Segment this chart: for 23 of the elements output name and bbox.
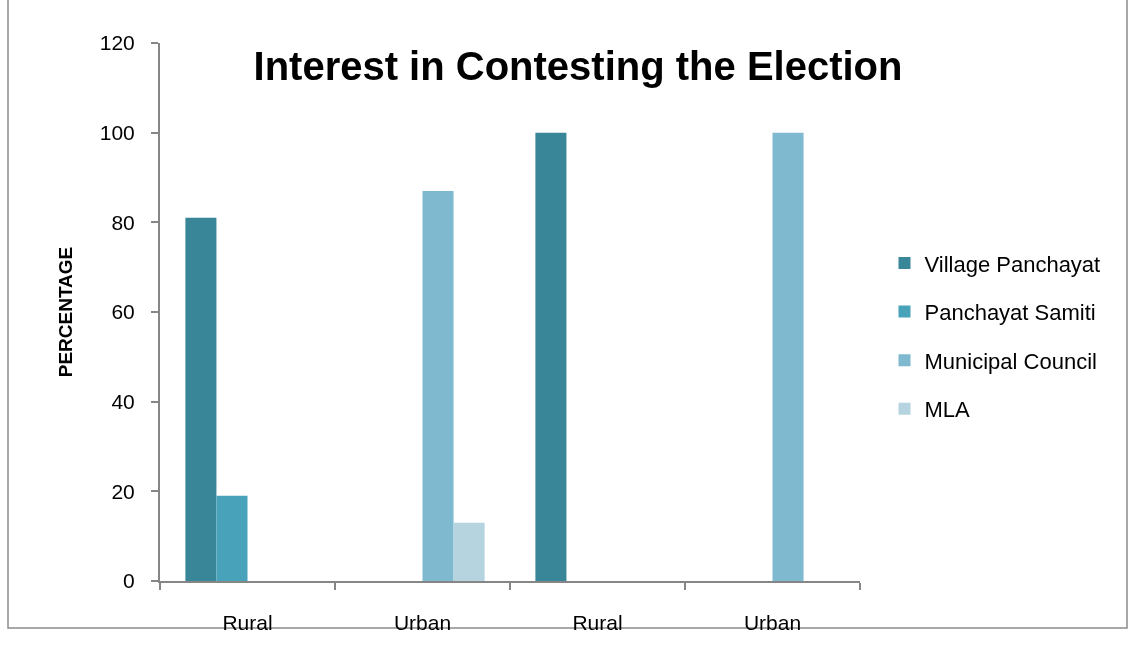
bar: [185, 217, 217, 581]
bar: [453, 522, 485, 581]
x-tick-label: Rural: [572, 611, 623, 635]
bar: [422, 190, 454, 581]
y-tick-label: 120: [99, 31, 135, 55]
x-tick-label: Rural: [222, 611, 273, 635]
y-tick-label: 0: [123, 569, 135, 593]
chart-title: Interest in Contesting the Election: [253, 44, 903, 88]
bar: [772, 132, 804, 581]
bar: [535, 132, 567, 581]
y-axis-title: PERCENTAGE: [55, 246, 77, 378]
bar: [216, 495, 248, 581]
y-tick-label: 80: [111, 210, 135, 234]
legend-label: Village Panchayat: [924, 251, 1101, 277]
y-tick-label: 60: [111, 300, 135, 324]
x-tick-label: Urban: [743, 611, 802, 635]
y-tick-label: 20: [111, 479, 135, 503]
y-tick-label: 40: [111, 390, 135, 414]
x-tick-label: Urban: [393, 611, 452, 635]
legend-label: Panchayat Samiti: [924, 300, 1096, 326]
y-tick-label: 100: [99, 121, 135, 145]
legend-label: MLA: [924, 397, 971, 423]
legend-label: Municipal Council: [924, 348, 1097, 374]
